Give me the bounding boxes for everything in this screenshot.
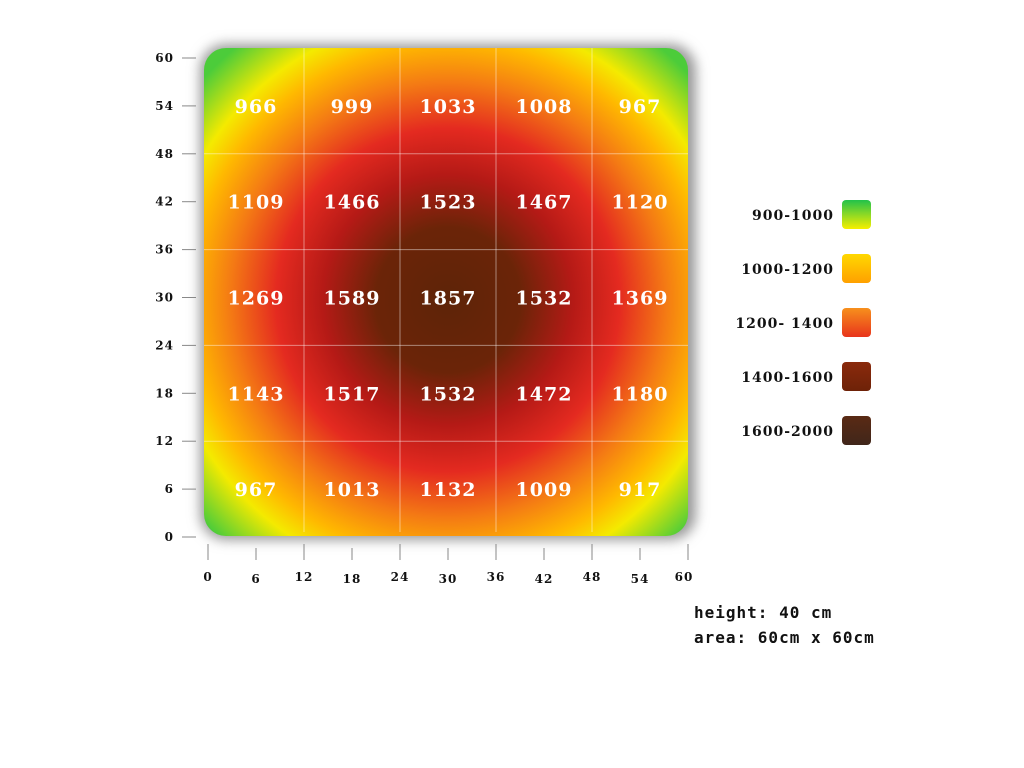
heatmap-grid <box>204 48 688 532</box>
legend-swatch <box>842 362 871 391</box>
cell-value: 1857 <box>420 288 477 310</box>
y-tick-label: 42 <box>155 195 174 209</box>
y-tick-label: 30 <box>155 291 174 305</box>
cell-value: 999 <box>331 96 374 118</box>
cell-value: 1532 <box>516 288 573 310</box>
cell-value: 967 <box>235 479 278 501</box>
cell-value: 917 <box>619 479 662 501</box>
x-tick-label: 48 <box>583 570 602 584</box>
y-tick-label: 6 <box>165 482 174 496</box>
x-tick-label: 0 <box>203 570 212 584</box>
x-tick-label: 12 <box>295 570 314 584</box>
cell-value: 1033 <box>420 96 477 118</box>
y-tick-label: 18 <box>155 386 174 400</box>
y-tick-label: 24 <box>155 338 174 352</box>
cell-value: 1517 <box>324 383 381 405</box>
legend-swatch <box>842 308 871 337</box>
cell-value: 1589 <box>324 288 381 310</box>
cell-value: 1120 <box>612 192 669 214</box>
heatmap-cells: 966 999 1033 1008 967 1109 1466 1523 1467 1120 126… <box>228 96 669 501</box>
y-tick-label: 0 <box>165 530 174 544</box>
x-tick-label: 30 <box>439 572 458 586</box>
legend-swatch <box>842 200 871 229</box>
x-tick-label: 36 <box>487 570 506 584</box>
x-tick-label: 24 <box>391 570 410 584</box>
height-note: height: 40 cm <box>694 603 833 622</box>
legend-swatch <box>842 254 871 283</box>
cell-value: 1472 <box>516 383 573 405</box>
cell-value: 1180 <box>612 383 669 405</box>
cell-value: 1008 <box>516 96 573 118</box>
legend-label: 1400-1600 <box>741 370 834 386</box>
legend-label: 1200- 1400 <box>735 316 834 332</box>
cell-value: 1532 <box>420 383 477 405</box>
legend-label: 1000-1200 <box>741 262 834 278</box>
cell-value: 1013 <box>324 479 381 501</box>
cell-value: 966 <box>235 96 278 118</box>
cell-value: 1109 <box>228 192 285 214</box>
cell-value: 1466 <box>324 192 381 214</box>
x-tick-label: 42 <box>535 572 554 586</box>
y-tick-label: 12 <box>155 434 174 448</box>
cell-value: 1132 <box>420 479 477 501</box>
y-tick-label: 60 <box>155 51 174 65</box>
cell-value: 1523 <box>420 192 477 214</box>
x-tick-label: 18 <box>343 572 362 586</box>
cell-value: 1467 <box>516 192 573 214</box>
legend: 900-1000 1000-1200 1200- 1400 1400-1600 1600… <box>735 200 871 445</box>
heatmap-area <box>204 48 688 536</box>
y-tick-label: 54 <box>155 99 174 113</box>
cell-value: 1369 <box>612 288 669 310</box>
y-tick-label: 48 <box>155 147 174 161</box>
legend-swatch <box>842 416 871 445</box>
cell-value: 967 <box>619 96 662 118</box>
x-tick-label: 54 <box>631 572 650 586</box>
area-note: area: 60cm x 60cm <box>694 628 875 647</box>
x-tick-label: 60 <box>675 570 694 584</box>
legend-label: 900-1000 <box>752 208 834 224</box>
cell-value: 1269 <box>228 288 285 310</box>
cell-value: 1143 <box>228 383 285 405</box>
y-tick-label: 36 <box>155 243 174 257</box>
axes: 0 6 12 18 24 30 36 42 48 54 60 0 6 12 18 24 30 36 42 48 54 60 <box>155 51 694 586</box>
cell-value: 1009 <box>516 479 573 501</box>
x-tick-label: 6 <box>251 572 260 586</box>
legend-label: 1600-2000 <box>741 424 834 440</box>
